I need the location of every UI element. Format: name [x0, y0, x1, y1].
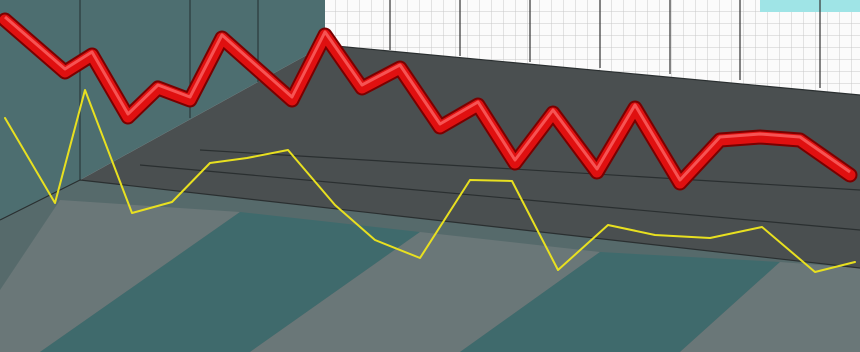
plot-area	[0, 12, 858, 273]
series-line	[4, 89, 856, 273]
series-line	[0, 14, 856, 189]
series-highlight	[4, 15, 851, 182]
